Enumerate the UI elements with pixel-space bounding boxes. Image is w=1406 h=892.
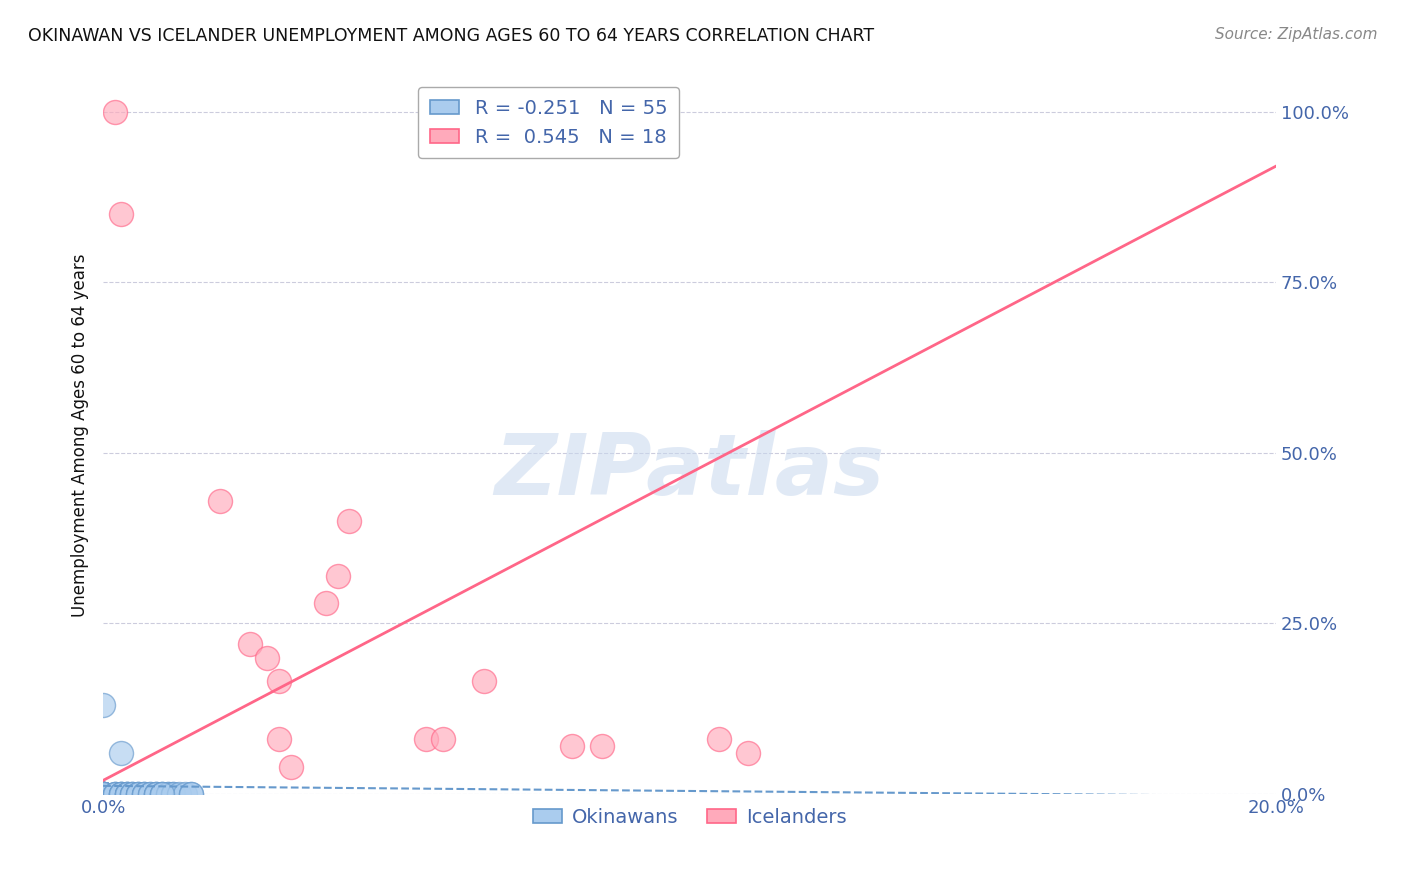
Point — [134, 787, 156, 801]
Point — [174, 787, 197, 801]
Point — [121, 787, 143, 801]
Point — [162, 787, 184, 801]
Point — [91, 787, 114, 801]
Point — [127, 787, 149, 801]
Point — [115, 787, 138, 801]
Point — [326, 568, 349, 582]
Point — [91, 787, 114, 801]
Point — [737, 746, 759, 760]
Point — [91, 787, 114, 801]
Point — [156, 787, 179, 801]
Point — [280, 760, 302, 774]
Point — [91, 787, 114, 801]
Point — [91, 787, 114, 801]
Point — [150, 787, 173, 801]
Point — [145, 787, 167, 801]
Point — [91, 787, 114, 801]
Point — [91, 698, 114, 713]
Point — [110, 787, 132, 801]
Text: Source: ZipAtlas.com: Source: ZipAtlas.com — [1215, 27, 1378, 42]
Point — [104, 104, 127, 119]
Point — [169, 787, 191, 801]
Point — [91, 787, 114, 801]
Point — [127, 787, 149, 801]
Point — [91, 787, 114, 801]
Point — [127, 787, 149, 801]
Point — [91, 787, 114, 801]
Point — [91, 787, 114, 801]
Point — [91, 787, 114, 801]
Point — [150, 787, 173, 801]
Point — [115, 787, 138, 801]
Point — [134, 787, 156, 801]
Point — [339, 514, 361, 528]
Point — [110, 787, 132, 801]
Point — [110, 787, 132, 801]
Point — [104, 787, 127, 801]
Point — [91, 787, 114, 801]
Point — [110, 207, 132, 221]
Text: ZIPatlas: ZIPatlas — [495, 430, 884, 513]
Point — [315, 596, 337, 610]
Point — [267, 674, 290, 689]
Point — [115, 787, 138, 801]
Point — [180, 787, 202, 801]
Point — [110, 787, 132, 801]
Point — [91, 787, 114, 801]
Point — [115, 787, 138, 801]
Point — [209, 493, 232, 508]
Point — [104, 787, 127, 801]
Point — [91, 787, 114, 801]
Point — [150, 787, 173, 801]
Point — [415, 732, 437, 747]
Point — [139, 787, 162, 801]
Y-axis label: Unemployment Among Ages 60 to 64 years: Unemployment Among Ages 60 to 64 years — [72, 254, 89, 617]
Point — [145, 787, 167, 801]
Point — [91, 787, 114, 801]
Point — [145, 787, 167, 801]
Point — [110, 746, 132, 760]
Point — [267, 732, 290, 747]
Point — [180, 787, 202, 801]
Point — [162, 787, 184, 801]
Point — [91, 787, 114, 801]
Point — [91, 787, 114, 801]
Point — [256, 650, 278, 665]
Point — [91, 787, 114, 801]
Text: OKINAWAN VS ICELANDER UNEMPLOYMENT AMONG AGES 60 TO 64 YEARS CORRELATION CHART: OKINAWAN VS ICELANDER UNEMPLOYMENT AMONG… — [28, 27, 875, 45]
Point — [239, 637, 262, 651]
Point — [561, 739, 583, 754]
Point — [156, 787, 179, 801]
Point — [591, 739, 613, 754]
Point — [472, 674, 495, 689]
Point — [91, 787, 114, 801]
Point — [707, 732, 730, 747]
Point — [432, 732, 454, 747]
Point — [139, 787, 162, 801]
Point — [134, 787, 156, 801]
Point — [121, 787, 143, 801]
Legend: Okinawans, Icelanders: Okinawans, Icelanders — [524, 800, 855, 835]
Point — [104, 787, 127, 801]
Point — [121, 787, 143, 801]
Point — [91, 787, 114, 801]
